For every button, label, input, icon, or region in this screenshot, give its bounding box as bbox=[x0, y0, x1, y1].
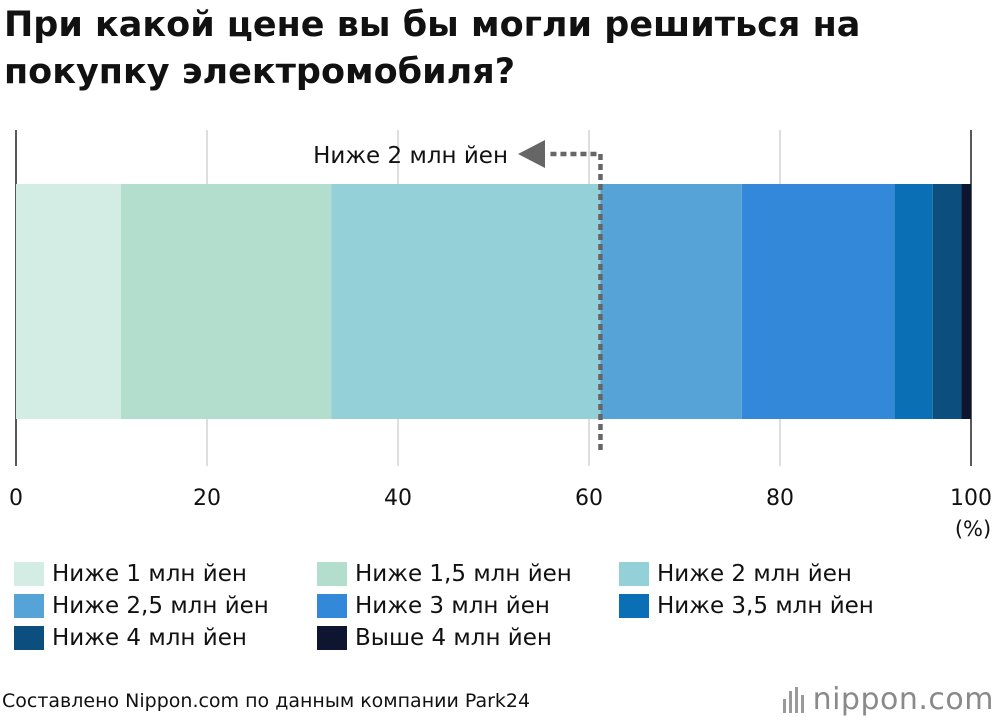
legend-label: Ниже 2,5 млн йен bbox=[52, 593, 269, 619]
tick-label: 100 bbox=[950, 486, 992, 511]
legend-label: Ниже 3 млн йен bbox=[355, 593, 550, 619]
logo-text: nippon.com bbox=[812, 682, 994, 717]
nippon-logo: nippon.com bbox=[782, 682, 994, 717]
threshold-annotation: Ниже 2 млн йен bbox=[313, 140, 603, 450]
bar-segment bbox=[121, 184, 332, 419]
chart-title: При какой цене вы бы могли решиться на п… bbox=[4, 5, 861, 92]
legend-swatch bbox=[619, 562, 649, 586]
legend-swatch bbox=[317, 626, 347, 650]
x-axis-ticks: 0 20 40 60 80 100 bbox=[9, 486, 992, 511]
legend-swatch bbox=[317, 594, 347, 618]
bar-segment bbox=[331, 184, 601, 419]
legend-label: Ниже 1 млн йен bbox=[52, 561, 247, 587]
tick-label: 60 bbox=[575, 486, 603, 511]
bar-segment bbox=[741, 184, 895, 419]
annotation-label: Ниже 2 млн йен bbox=[313, 143, 508, 169]
bar-segment bbox=[16, 184, 122, 419]
legend-item: Ниже 1 млн йен bbox=[14, 558, 247, 590]
arrow-left-icon bbox=[518, 140, 545, 168]
tick-label: 40 bbox=[384, 486, 412, 511]
x-axis-unit: (%) bbox=[955, 517, 991, 541]
bar-segments bbox=[16, 184, 971, 419]
bar-segment bbox=[894, 184, 933, 419]
bar-segment bbox=[932, 184, 962, 419]
legend-swatch bbox=[14, 594, 44, 618]
legend-label: Ниже 4 млн йен bbox=[52, 625, 247, 651]
legend-swatch bbox=[317, 562, 347, 586]
stacked-bar-chart: 0 20 40 60 80 100 (%) Ниже 2 млн йен bbox=[9, 130, 992, 541]
legend-swatch bbox=[14, 562, 44, 586]
legend-item: Ниже 2,5 млн йен bbox=[14, 590, 269, 622]
logo-bars-icon bbox=[782, 686, 804, 713]
bar-segment bbox=[600, 184, 742, 419]
tick-label: 20 bbox=[193, 486, 221, 511]
annotation-dotted-line bbox=[550, 151, 603, 450]
legend-swatch bbox=[619, 594, 649, 618]
source-note: Составлено Nippon.com по данным компании… bbox=[2, 690, 531, 712]
legend-item: Ниже 3,5 млн йен bbox=[619, 590, 874, 622]
legend-item: Ниже 1,5 млн йен bbox=[317, 558, 572, 590]
legend-label: Ниже 2 млн йен bbox=[657, 561, 852, 587]
legend-item: Ниже 2 млн йен bbox=[619, 558, 852, 590]
legend-item: Выше 4 млн йен bbox=[317, 622, 552, 654]
tick-label: 80 bbox=[766, 486, 794, 511]
tick-label: 0 bbox=[9, 486, 23, 511]
bar-segment bbox=[961, 184, 971, 419]
legend-label: Ниже 1,5 млн йен bbox=[355, 561, 572, 587]
legend-item: Ниже 4 млн йен bbox=[14, 622, 247, 654]
legend-label: Ниже 3,5 млн йен bbox=[657, 593, 874, 619]
legend-item: Ниже 3 млн йен bbox=[317, 590, 550, 622]
legend-swatch bbox=[14, 626, 44, 650]
legend-label: Выше 4 млн йен bbox=[355, 625, 552, 651]
